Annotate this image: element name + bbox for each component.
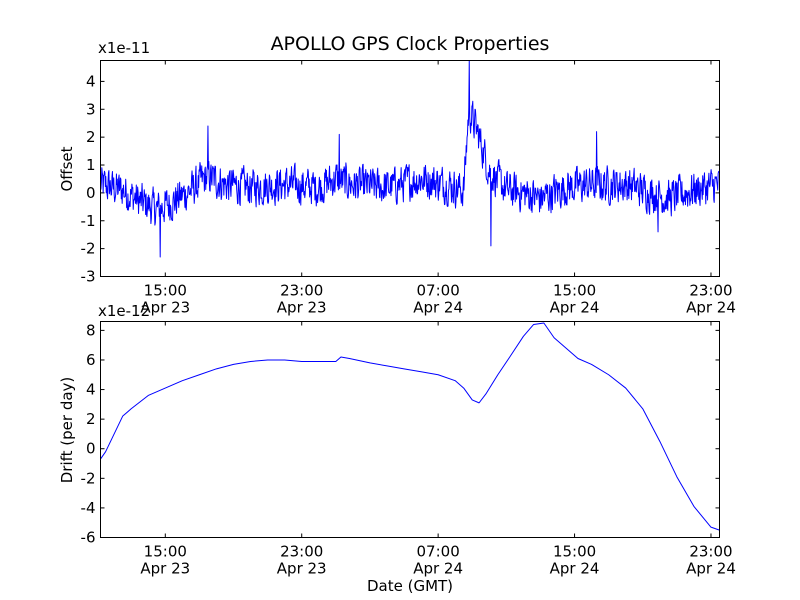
x-tick-date-label: Apr 24	[413, 299, 463, 317]
x-tick-date-label: Apr 24	[550, 560, 600, 578]
x-tick-time-label: 15:00	[144, 282, 187, 300]
y-tick-label: 0	[86, 184, 96, 202]
y-tick-label: 4	[86, 72, 96, 90]
x-tick-date-label: Apr 24	[686, 299, 736, 317]
x-tick-date-label: Apr 24	[413, 560, 463, 578]
drift-panel: x1e-12 Drift (per day) -6 -4 -2 0 2 4 6 8 15:00…	[58, 302, 736, 595]
drift-series-line	[100, 322, 720, 531]
x-tick-date-label: Apr 24	[550, 299, 600, 317]
offset-y-ticks: -3 -2 -1 0 1 2 3 4	[81, 72, 720, 286]
y-tick-label: 2	[86, 410, 96, 428]
y-tick-label: 1	[86, 156, 96, 174]
drift-y-ticks: -6 -4 -2 0 2 4 6 8	[81, 321, 720, 547]
x-axis-label: Date (GMT)	[367, 577, 453, 595]
x-tick-time-label: 23:00	[689, 543, 732, 561]
x-tick-time-label: 23:00	[280, 543, 323, 561]
offset-y-axis-label: Offset	[58, 146, 76, 191]
y-tick-label: 0	[86, 440, 96, 458]
y-tick-label: -4	[81, 499, 96, 517]
y-tick-label: -1	[81, 212, 96, 230]
y-tick-label: -6	[81, 529, 96, 547]
x-tick-date-label: Apr 23	[277, 560, 327, 578]
offset-plot-frame	[100, 60, 720, 277]
offset-scale-note: x1e-11	[98, 39, 150, 57]
x-tick-time-label: 15:00	[553, 282, 596, 300]
drift-y-axis-label: Drift (per day)	[58, 377, 76, 484]
x-tick-time-label: 07:00	[417, 282, 460, 300]
y-tick-label: 2	[86, 128, 96, 146]
x-tick-date-label: Apr 23	[277, 299, 327, 317]
x-tick-time-label: 07:00	[417, 543, 460, 561]
x-tick-time-label: 15:00	[144, 543, 187, 561]
drift-scale-note: x1e-12	[98, 302, 150, 320]
y-tick-label: 3	[86, 100, 96, 118]
x-tick-date-label: Apr 23	[140, 299, 190, 317]
y-tick-label: 6	[86, 351, 96, 369]
y-tick-label: -2	[81, 240, 96, 258]
y-tick-label: -3	[81, 268, 96, 286]
x-tick-date-label: Apr 23	[140, 560, 190, 578]
y-tick-label: 4	[86, 381, 96, 399]
x-tick-time-label: 15:00	[553, 543, 596, 561]
x-tick-date-label: Apr 24	[686, 560, 736, 578]
x-tick-time-label: 23:00	[689, 282, 732, 300]
y-tick-label: 8	[86, 321, 96, 339]
offset-series-line	[100, 60, 720, 258]
chart-title: APOLLO GPS Clock Properties	[271, 33, 550, 55]
y-tick-label: -2	[81, 469, 96, 487]
x-tick-time-label: 23:00	[280, 282, 323, 300]
drift-plot-frame	[100, 321, 720, 538]
